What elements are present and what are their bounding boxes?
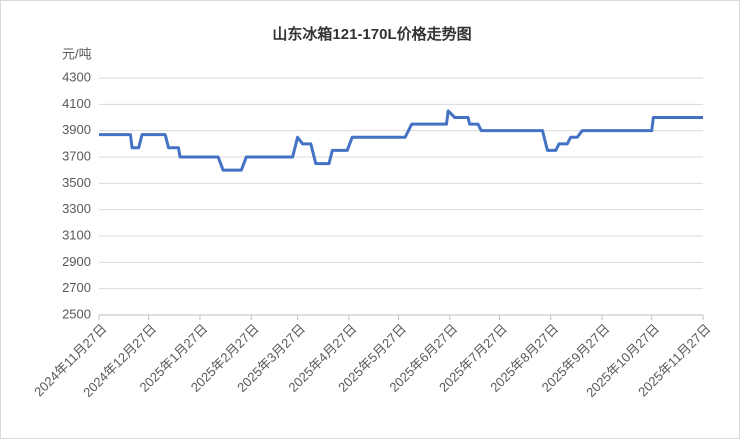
- y-tick-label: 2500: [62, 306, 91, 321]
- y-tick-label: 4100: [62, 96, 91, 111]
- y-axis-label: 元/吨: [62, 46, 92, 61]
- y-tick-label: 3500: [62, 175, 91, 190]
- y-tick-label: 3700: [62, 148, 91, 163]
- y-tick-label: 3900: [62, 122, 91, 137]
- y-tick-label: 2700: [62, 280, 91, 295]
- price-line: [99, 109, 703, 172]
- chart-title: 山东冰箱121-170L价格走势图: [272, 25, 471, 43]
- y-tick-label: 3300: [62, 201, 91, 216]
- y-tick-label: 3100: [62, 227, 91, 242]
- y-tick-label: 2900: [62, 254, 91, 269]
- y-tick-label: 4300: [62, 69, 91, 84]
